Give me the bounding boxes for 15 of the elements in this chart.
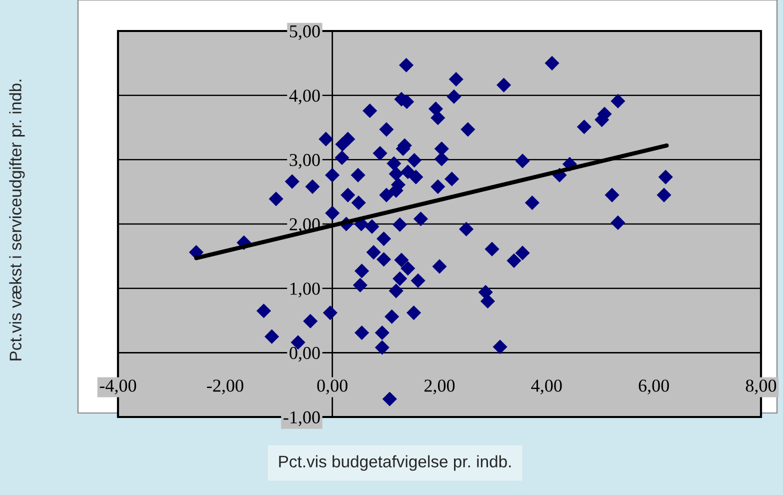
- x-tick-label: -4,00: [100, 380, 136, 394]
- x-tick-label: 2,00: [424, 380, 455, 394]
- y-tick-label: 4,00: [289, 90, 320, 104]
- x-tick-label: 0,00: [317, 380, 348, 394]
- y-axis-title: Pct.vis vækst i serviceudgifter pr. indb.: [9, 80, 25, 360]
- y-tick-label: 5,00: [290, 25, 320, 40]
- x-tick-label: -2,00: [207, 380, 244, 394]
- y-tick-label: -1,00: [284, 411, 320, 426]
- x-axis-title: Pct.vis budgetafvigelse pr. indb.: [279, 455, 511, 471]
- x-tick-label: 8,00: [746, 380, 776, 394]
- x-tick-label: 6,00: [638, 380, 669, 394]
- y-tick-label: 1,00: [290, 282, 320, 298]
- x-tick-label: 4,00: [531, 380, 562, 394]
- y-tick-label: 3,00: [290, 154, 320, 169]
- y-tick-label: 0,00: [290, 346, 320, 362]
